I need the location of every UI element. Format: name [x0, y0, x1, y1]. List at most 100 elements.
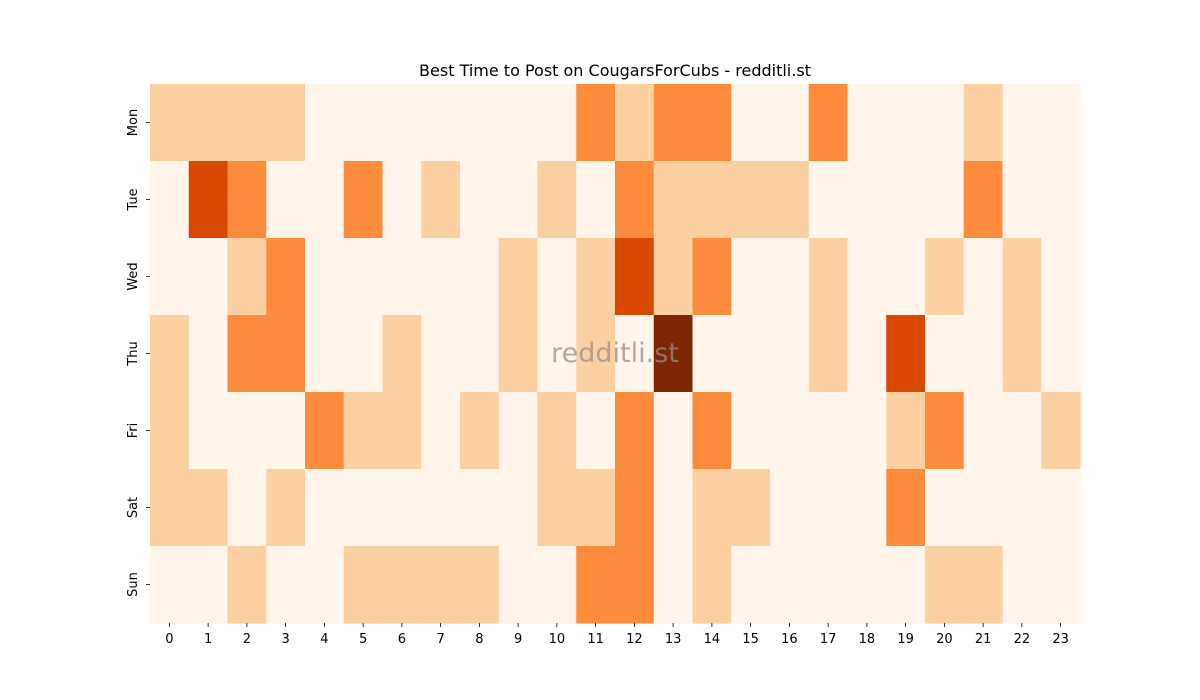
x-tick-label: 7: [436, 632, 444, 647]
heatmap-cell-thu-20: [925, 315, 965, 393]
heatmap-cell-tue-5: [343, 161, 384, 239]
heatmap-cell-fri-2: [227, 392, 267, 470]
heatmap-cell-sun-17: [808, 546, 849, 624]
heatmap-cell-sat-9: [498, 469, 539, 547]
heatmap-cell-mon-20: [925, 84, 965, 162]
x-tick-label: 15: [742, 632, 759, 647]
x-tick-label: 21: [975, 632, 992, 647]
x-tick-label: 17: [820, 632, 837, 647]
x-tick-label: 22: [1014, 632, 1031, 647]
heatmap-cell-fri-20: [925, 392, 965, 470]
heatmap-cell-tue-11: [576, 161, 616, 239]
heatmap-cell-sun-9: [498, 546, 539, 624]
heatmap-cell-thu-12: [615, 315, 655, 393]
heatmap-cell-wed-11: [576, 238, 616, 316]
heatmap-cell-fri-5: [343, 392, 384, 470]
heatmap-cell-fri-3: [266, 392, 306, 470]
heatmap-cell-sat-16: [770, 469, 810, 547]
heatmap-cell-mon-4: [305, 84, 345, 162]
heatmap-cell-sun-0: [150, 546, 190, 624]
y-tick-label: Tue: [126, 188, 141, 211]
heatmap-cell-fri-15: [731, 392, 771, 470]
heatmap-cell-mon-14: [692, 84, 732, 162]
watermark-text: redditli.st: [551, 338, 679, 369]
heatmap-cell-sun-1: [188, 546, 229, 624]
heatmap-cell-mon-19: [886, 84, 926, 162]
chart-title: Best Time to Post on CougarsForCubs - re…: [419, 61, 811, 80]
x-tick-label: 1: [204, 632, 212, 647]
heatmap-cell-sat-6: [382, 469, 422, 547]
heatmap-cell-sun-16: [770, 546, 810, 624]
heatmap-cell-sat-8: [460, 469, 500, 547]
heatmap-cell-fri-13: [653, 392, 694, 470]
heatmap-cell-wed-14: [692, 238, 732, 316]
heatmap-cell-sat-12: [615, 469, 655, 547]
heatmap-cell-mon-1: [188, 84, 229, 162]
x-tick-label: 12: [626, 632, 643, 647]
heatmap-cell-mon-23: [1041, 84, 1081, 162]
heatmap-cell-tue-14: [692, 161, 732, 239]
heatmap-cell-thu-22: [1002, 315, 1042, 393]
heatmap-cell-sat-5: [343, 469, 384, 547]
heatmap-cell-fri-11: [576, 392, 616, 470]
heatmap-cell-sat-14: [692, 469, 732, 547]
heatmap-cell-mon-21: [963, 84, 1004, 162]
heatmap-cell-thu-5: [343, 315, 384, 393]
heatmap-cell-fri-22: [1002, 392, 1042, 470]
heatmap-cell-thu-17: [808, 315, 849, 393]
heatmap-cell-sun-22: [1002, 546, 1042, 624]
heatmap-cell-sat-19: [886, 469, 926, 547]
heatmap-cell-thu-2: [227, 315, 267, 393]
heatmap-cell-sun-18: [847, 546, 887, 624]
heatmap-cell-wed-4: [305, 238, 345, 316]
heatmap-cell-wed-21: [963, 238, 1004, 316]
heatmap-cell-mon-9: [498, 84, 539, 162]
heatmap-cell-tue-17: [808, 161, 849, 239]
heatmap-cell-thu-13: [653, 315, 694, 393]
heatmap-cell-sun-11: [576, 546, 616, 624]
heatmap-cell-wed-3: [266, 238, 306, 316]
heatmap-cell-wed-6: [382, 238, 422, 316]
heatmap-cell-wed-8: [460, 238, 500, 316]
heatmap-cell-thu-10: [537, 315, 577, 393]
heatmap-cell-sat-7: [421, 469, 461, 547]
heatmap-cell-sat-3: [266, 469, 306, 547]
heatmap-cell-sun-5: [343, 546, 384, 624]
heatmap-cell-fri-18: [847, 392, 887, 470]
heatmap-cell-tue-9: [498, 161, 539, 239]
heatmap-cell-thu-18: [847, 315, 887, 393]
heatmap-cell-thu-0: [150, 315, 190, 393]
heatmap-cell-sat-17: [808, 469, 849, 547]
heatmap-cell-sat-11: [576, 469, 616, 547]
y-tick-label: Sun: [126, 572, 141, 597]
y-tick-label: Thu: [126, 341, 141, 366]
heatmap-cell-tue-3: [266, 161, 306, 239]
heatmap-cell-sun-12: [615, 546, 655, 624]
x-tick-label: 10: [549, 632, 566, 647]
heatmap-cell-mon-10: [537, 84, 577, 162]
x-tick-label: 13: [665, 632, 682, 647]
heatmap-cell-fri-0: [150, 392, 190, 470]
x-tick-label: 11: [587, 632, 604, 647]
heatmap-cell-wed-2: [227, 238, 267, 316]
y-tick-label: Fri: [126, 423, 141, 439]
heatmap-cell-sun-10: [537, 546, 577, 624]
x-tick-label: 4: [320, 632, 328, 647]
heatmap-cell-wed-15: [731, 238, 771, 316]
heatmap-cell-thu-16: [770, 315, 810, 393]
heatmap-cell-tue-2: [227, 161, 267, 239]
heatmap-cell-fri-21: [963, 392, 1004, 470]
heatmap-cell-sat-2: [227, 469, 267, 547]
x-tick-label: 16: [781, 632, 798, 647]
heatmap-cell-fri-12: [615, 392, 655, 470]
heatmap-cell-sat-18: [847, 469, 887, 547]
heatmap-cell-wed-0: [150, 238, 190, 316]
heatmap-cell-thu-1: [188, 315, 229, 393]
heatmap-cell-tue-8: [460, 161, 500, 239]
heatmap-cells: [150, 84, 1081, 624]
heatmap-cell-tue-16: [770, 161, 810, 239]
heatmap-cell-sun-19: [886, 546, 926, 624]
heatmap-cell-thu-23: [1041, 315, 1081, 393]
y-tick-label: Wed: [126, 262, 141, 290]
heatmap-cell-fri-8: [460, 392, 500, 470]
